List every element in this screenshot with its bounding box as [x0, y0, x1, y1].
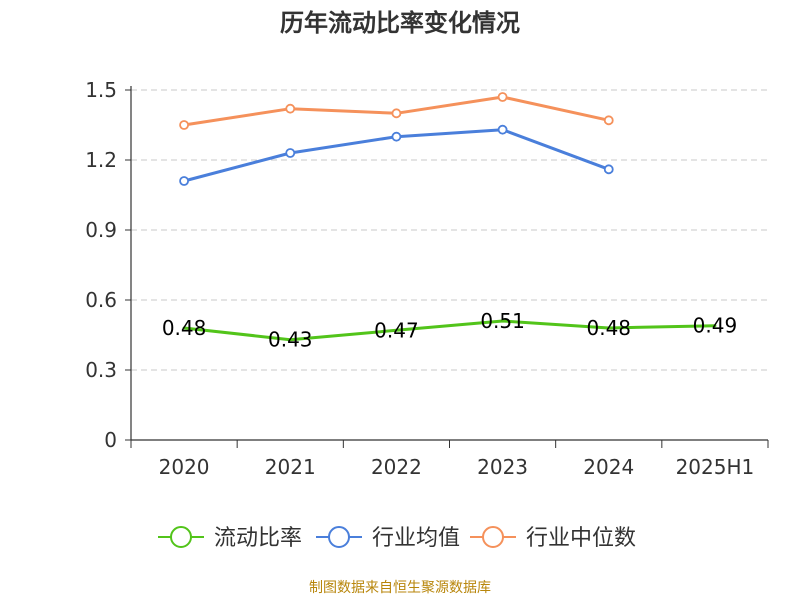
data-point [391, 108, 402, 119]
data-point [497, 124, 508, 135]
data-point [179, 176, 189, 186]
data-point [497, 92, 508, 102]
data-point [179, 120, 189, 130]
legend-marker [170, 526, 192, 548]
y-tick-label: 0 [104, 428, 117, 452]
legend-label: 行业中位数 [526, 526, 636, 551]
data-label: 0.47 [374, 318, 419, 342]
data-label: 0.43 [268, 328, 313, 352]
y-tick-label: 1.5 [85, 78, 117, 102]
x-tick-label: 2020 [159, 455, 210, 479]
legend-label: 行业均值 [372, 526, 460, 551]
data-label: 0.48 [586, 316, 631, 340]
x-tick-label: 2025H1 [676, 455, 755, 479]
y-tick-label: 0.3 [85, 358, 117, 382]
legend-label: 流动比率 [214, 526, 302, 551]
data-point [603, 164, 614, 175]
x-tick-label: 2022 [371, 455, 422, 479]
x-tick-label: 2023 [477, 455, 528, 479]
chart-title: 历年流动比率变化情况 [280, 9, 520, 37]
data-point [285, 103, 296, 114]
y-tick-label: 0.9 [85, 218, 117, 242]
x-tick-label: 2021 [265, 455, 316, 479]
x-tick-label: 2024 [583, 455, 634, 479]
y-tick-label: 0.6 [85, 288, 117, 312]
y-tick-label: 1.2 [85, 148, 117, 172]
series-line [182, 319, 717, 342]
legend-marker [482, 526, 504, 548]
data-point [391, 131, 402, 142]
legend-marker [328, 526, 350, 548]
data-label: 0.51 [480, 309, 525, 333]
source-note: 制图数据来自恒生聚源数据库 [309, 580, 491, 596]
data-point [603, 115, 614, 126]
data-label: 0.48 [162, 316, 207, 340]
data-label: 0.49 [693, 314, 738, 338]
data-point [285, 148, 296, 158]
